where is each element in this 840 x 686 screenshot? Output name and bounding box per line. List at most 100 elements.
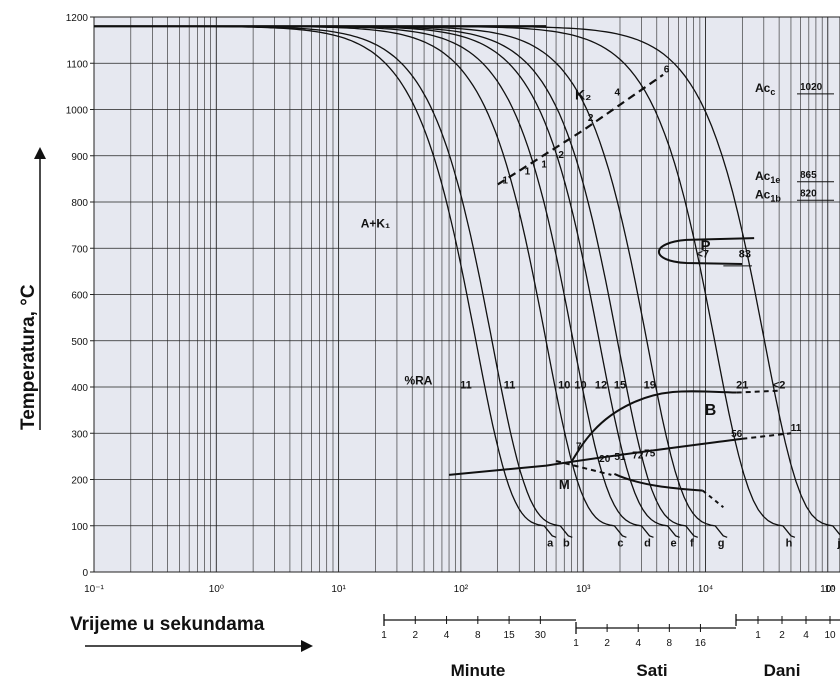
label-B: B xyxy=(705,402,717,419)
bainite-value: 75 xyxy=(644,448,656,459)
curve-letter-h: h xyxy=(786,538,793,550)
critical-temp-value: 865 xyxy=(800,170,817,181)
curve-letter-d: d xyxy=(644,538,651,550)
x-tick-label: 10⁰ xyxy=(209,584,224,595)
time-scale-name: Sati xyxy=(636,661,667,680)
x-tick-label: 10¹ xyxy=(331,584,346,595)
time-scale-tick-label: 2 xyxy=(412,630,418,641)
y-tick-label: 1100 xyxy=(66,59,88,70)
time-scale-tick-label: 15 xyxy=(504,630,516,641)
k2-value: 4 xyxy=(614,88,620,99)
y-axis-label: Temperatura, °C xyxy=(18,284,39,430)
bainite-start-dash xyxy=(736,389,780,394)
label-M: M xyxy=(559,477,570,492)
pearlite-value-1: <7 xyxy=(696,249,709,261)
ra-value: 15 xyxy=(614,379,626,391)
x-tick-label: 10⁻¹ xyxy=(84,584,104,595)
ra-value: 21 xyxy=(736,379,748,391)
pearlite-value-2: 83 xyxy=(739,249,751,261)
time-scale-tick-label: 4 xyxy=(444,630,450,641)
time-scale-name: Minute xyxy=(451,661,506,680)
k2-value: 6 xyxy=(664,65,670,76)
y-tick-label: 300 xyxy=(71,429,88,440)
time-scale-tick-label: 2 xyxy=(604,638,610,649)
time-scale-name: Dani xyxy=(764,661,801,680)
grid xyxy=(93,16,840,573)
y-tick-label: 700 xyxy=(71,244,88,255)
critical-temp-sub: c xyxy=(770,87,775,97)
bainite-start xyxy=(570,390,737,463)
y-tick-label: 400 xyxy=(71,383,88,394)
x-tick-label: 10⁴ xyxy=(698,584,713,595)
x-axis-label: Vrijeme u sekundama xyxy=(70,614,265,635)
critical-temp-sub: 1e xyxy=(770,175,780,185)
bainite-value: 11 xyxy=(791,423,802,434)
ra-value: 11 xyxy=(460,379,472,391)
ra-value: <2 xyxy=(773,379,786,391)
curve-letter-c: c xyxy=(617,538,623,550)
time-scale-tick-label: 1 xyxy=(755,630,761,641)
y-tick-label: 500 xyxy=(71,337,88,348)
y-tick-label: 0 xyxy=(82,568,88,579)
x-tick-label: 10² xyxy=(454,584,469,595)
time-scale-tick-label: 10 xyxy=(824,630,836,641)
k2-value: 1 xyxy=(541,159,547,170)
time-scale-tick-label: 2 xyxy=(779,630,785,641)
critical-temp-acc: Acc xyxy=(755,81,775,97)
time-scale-tick-label: 30 xyxy=(535,630,547,641)
k2-value: 1 xyxy=(502,176,508,187)
time-scale-tick-label: 4 xyxy=(635,638,641,649)
label-A+K1: A+K₁ xyxy=(361,216,390,230)
y-tick-label: 900 xyxy=(71,152,88,163)
curve-letter-f: f xyxy=(690,538,694,550)
x-tick-label: 10 xyxy=(824,584,836,595)
k2-value: 2 xyxy=(588,113,594,124)
time-scale-tick-label: 8 xyxy=(667,638,673,649)
martensite-start xyxy=(555,460,612,476)
ra-value: 12 xyxy=(595,379,607,391)
bainite-value: 56 xyxy=(731,429,743,440)
bainite-value: 72 xyxy=(632,451,644,462)
x-tick-label: 10⁵ xyxy=(820,584,835,595)
time-scale-tick-label: 1 xyxy=(573,638,579,649)
curve-letter-e: e xyxy=(671,538,677,550)
ra-value: 19 xyxy=(644,379,656,391)
critical-temp-value: 1020 xyxy=(800,82,823,93)
ra-value: 10 xyxy=(558,379,570,391)
y-tick-label: 1000 xyxy=(66,106,89,117)
label-K2: K₂ xyxy=(575,86,591,102)
bainite-value: 7 xyxy=(576,441,582,452)
x-tick-label: 10³ xyxy=(576,584,591,595)
bainite-finish xyxy=(448,437,743,476)
bainite-value: 20 xyxy=(599,454,611,465)
bainite-finish-dash xyxy=(742,432,792,440)
y-tick-label: 600 xyxy=(71,291,88,302)
k2-boundary xyxy=(497,73,664,186)
label-RA: %RA xyxy=(404,374,432,388)
k2-value: 1 xyxy=(525,166,531,177)
axis-ticks: 0 100 200 300 400 500 600 700 800 900 1000 1100 1200… xyxy=(66,13,836,595)
time-scale-tick-label: 4 xyxy=(803,630,809,641)
y-tick-label: 100 xyxy=(71,522,88,533)
curve-letter-j: j xyxy=(836,538,840,550)
y-tick-label: 800 xyxy=(71,198,88,209)
k2-value: 2 xyxy=(558,150,564,161)
critical-temp-value: 820 xyxy=(800,188,817,199)
label-P: P xyxy=(700,238,710,255)
ra-value: 10 xyxy=(574,379,586,391)
curve-letter-g: g xyxy=(718,538,725,550)
pearlite-region xyxy=(657,237,755,265)
cooling-curves xyxy=(94,25,840,538)
ra-value: 11 xyxy=(504,379,516,391)
time-scale-tick-label: 1 xyxy=(381,630,387,641)
y-tick-label: 200 xyxy=(71,476,88,487)
time-scale-tick-label: 16 xyxy=(695,638,707,649)
y-tick-label: 1200 xyxy=(66,13,89,24)
martensite-finish xyxy=(613,473,703,492)
critical-temp-sub: 1b xyxy=(770,193,781,203)
curve-letter-a: a xyxy=(547,538,554,550)
time-scale-tick-label: 8 xyxy=(475,630,481,641)
time-scales: 1 2 4 8 15 30 Minute 1 2 4 8 16 Sati 1 2 4 10 Dani xyxy=(381,614,840,680)
